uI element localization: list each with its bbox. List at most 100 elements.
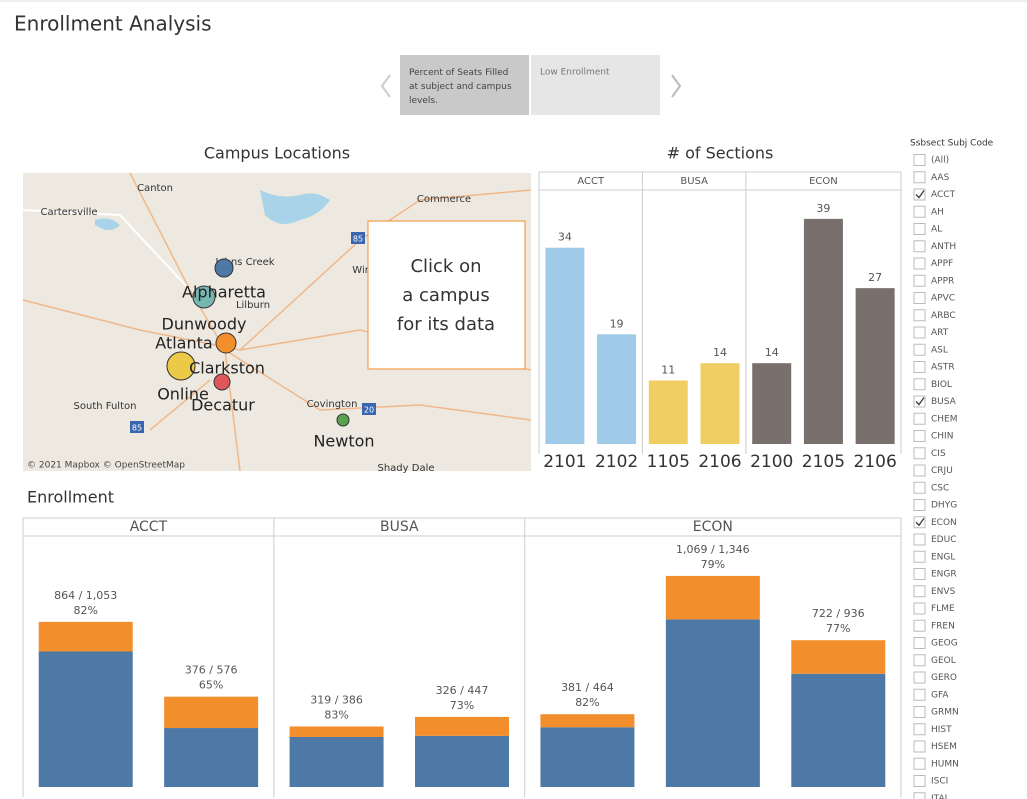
filter-option[interactable]: AL xyxy=(931,225,942,235)
filter-option[interactable]: ENGR xyxy=(931,570,957,580)
bar-segment[interactable] xyxy=(38,651,133,787)
checkbox[interactable] xyxy=(913,568,926,580)
bar-segment[interactable] xyxy=(540,727,635,787)
filter-option[interactable]: ENGL xyxy=(931,552,955,562)
filter-option[interactable]: CIS xyxy=(931,449,946,459)
checkbox[interactable] xyxy=(913,205,926,218)
bar[interactable] xyxy=(597,334,637,444)
tab[interactable] xyxy=(400,55,529,115)
checkbox[interactable] xyxy=(913,688,926,701)
filter-option[interactable]: ECON xyxy=(931,518,957,528)
prev-arrow[interactable] xyxy=(380,74,391,98)
checkbox[interactable] xyxy=(913,757,926,770)
filter-option[interactable]: APPR xyxy=(931,276,954,286)
tab[interactable] xyxy=(531,55,660,115)
bar[interactable] xyxy=(855,288,895,444)
bar-segment[interactable] xyxy=(38,621,133,652)
checkbox[interactable] xyxy=(913,516,926,529)
filter-option[interactable]: APPF xyxy=(931,259,953,269)
filter-option[interactable]: HSEM xyxy=(931,742,957,752)
checkbox[interactable] xyxy=(913,671,926,684)
filter-option[interactable]: ASTR xyxy=(931,363,955,373)
campus-marker[interactable] xyxy=(214,258,234,278)
filter-option[interactable]: FLME xyxy=(931,604,955,614)
filter-option[interactable]: CRJU xyxy=(931,466,953,476)
filter-option[interactable]: AAS xyxy=(931,173,950,183)
checkbox[interactable] xyxy=(913,585,926,598)
checkbox[interactable] xyxy=(913,464,926,477)
checkbox[interactable] xyxy=(913,274,926,287)
filter-option[interactable]: BUSA xyxy=(931,397,957,407)
bar[interactable] xyxy=(752,363,792,444)
checkbox[interactable] xyxy=(913,240,926,253)
checkbox[interactable] xyxy=(913,723,926,736)
checkbox[interactable] xyxy=(913,533,926,546)
campus-marker[interactable] xyxy=(166,351,196,381)
bar-segment[interactable] xyxy=(791,673,886,787)
filter-option[interactable]: EDUC xyxy=(931,535,957,545)
bar[interactable] xyxy=(648,380,688,445)
checkbox[interactable] xyxy=(913,257,926,270)
checkbox[interactable] xyxy=(913,637,926,649)
bar-segment[interactable] xyxy=(415,716,509,736)
filter-option[interactable]: GEOL xyxy=(931,656,956,666)
checkbox[interactable] xyxy=(913,792,926,799)
checkbox[interactable] xyxy=(913,412,926,425)
filter-option[interactable]: CHIN xyxy=(931,432,953,442)
filter-option[interactable]: DHYG xyxy=(931,501,957,511)
checkbox[interactable] xyxy=(913,499,926,511)
filter-option[interactable]: GEOG xyxy=(931,639,958,649)
bar-segment[interactable] xyxy=(665,575,760,620)
bar-segment[interactable] xyxy=(289,736,384,787)
bar-segment[interactable] xyxy=(164,728,259,787)
filter-option[interactable]: CHEM xyxy=(931,414,958,424)
bar-segment[interactable] xyxy=(289,726,384,737)
filter-option[interactable]: ART xyxy=(931,328,949,338)
checkbox[interactable] xyxy=(913,550,926,563)
checkbox[interactable] xyxy=(913,326,926,339)
filter-option[interactable]: CSC xyxy=(931,483,949,493)
campus-marker[interactable] xyxy=(336,413,350,427)
checkbox[interactable] xyxy=(913,602,926,615)
campus-marker[interactable] xyxy=(192,285,216,309)
filter-option[interactable]: HUMN xyxy=(931,759,959,769)
checkbox[interactable] xyxy=(913,430,926,442)
checkbox[interactable] xyxy=(913,378,926,391)
filter-option[interactable]: ANTH xyxy=(931,242,956,252)
filter-option[interactable]: GFA xyxy=(931,690,949,700)
filter-option[interactable]: BIOL xyxy=(931,380,952,390)
bar-segment[interactable] xyxy=(665,619,760,787)
checkbox[interactable] xyxy=(913,171,926,184)
checkbox[interactable] xyxy=(913,223,926,235)
checkbox[interactable] xyxy=(913,154,926,166)
filter-option[interactable]: ARBC xyxy=(931,311,956,321)
filter-option[interactable]: APVC xyxy=(931,294,955,304)
filter-option[interactable]: ENVS xyxy=(931,587,956,597)
campus-marker[interactable] xyxy=(213,373,231,391)
bar-segment[interactable] xyxy=(164,696,259,729)
filter-option[interactable]: AH xyxy=(931,207,944,217)
filter-option[interactable]: ITAL xyxy=(931,794,950,799)
filter-option[interactable]: (All) xyxy=(931,156,949,166)
filter-option[interactable]: GRMN xyxy=(931,708,959,718)
filter-option[interactable]: ISCI xyxy=(931,777,948,787)
bar[interactable] xyxy=(545,247,585,444)
filter-option[interactable]: HIST xyxy=(931,725,952,735)
checkbox[interactable] xyxy=(913,292,926,304)
bar-segment[interactable] xyxy=(791,640,886,674)
checkbox[interactable] xyxy=(913,481,926,494)
checkbox[interactable] xyxy=(913,343,926,356)
checkbox[interactable] xyxy=(913,188,926,201)
checkbox[interactable] xyxy=(913,309,926,322)
checkbox[interactable] xyxy=(913,775,926,787)
filter-option[interactable]: FREN xyxy=(931,621,955,631)
next-arrow[interactable] xyxy=(671,74,682,98)
checkbox[interactable] xyxy=(913,361,926,373)
filter-option[interactable]: ACCT xyxy=(931,190,956,200)
filter-option[interactable]: GERO xyxy=(931,673,957,683)
bar-segment[interactable] xyxy=(415,735,509,787)
bar-segment[interactable] xyxy=(540,714,635,728)
checkbox[interactable] xyxy=(913,447,926,460)
bar[interactable] xyxy=(803,218,843,444)
filter-option[interactable]: ASL xyxy=(931,345,948,355)
